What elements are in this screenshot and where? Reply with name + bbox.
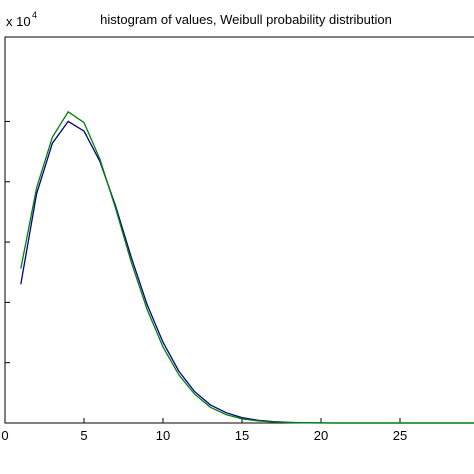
series-line-1: [20, 120, 474, 424]
plot-area-border: [4, 36, 474, 424]
x-tick-label: 5: [80, 428, 87, 443]
chart-title: histogram of values, Weibull probability…: [100, 12, 392, 27]
y-multiplier-base: x 10: [6, 14, 31, 29]
x-tick-label: 25: [393, 428, 407, 443]
x-tick-label: 20: [314, 428, 328, 443]
x-tick-label: 10: [156, 428, 170, 443]
y-multiplier-exponent: 4: [32, 10, 37, 20]
series-line-2: [20, 110, 474, 424]
x-tick-label: 0: [1, 428, 8, 443]
x-tick-label: 15: [235, 428, 249, 443]
